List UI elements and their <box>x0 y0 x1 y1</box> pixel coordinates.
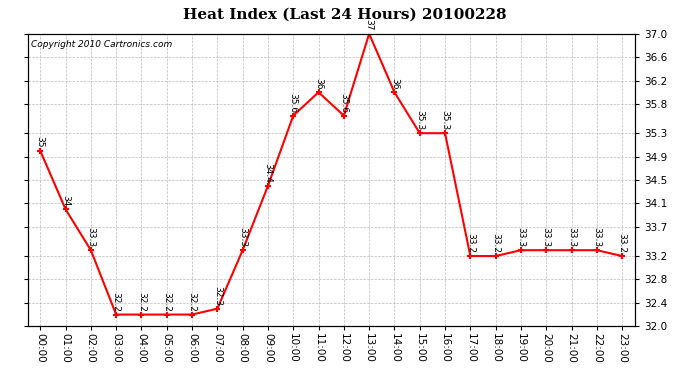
Text: 33.2: 33.2 <box>491 233 500 253</box>
Text: 33.2: 33.2 <box>466 233 475 253</box>
Text: 35: 35 <box>36 136 45 148</box>
Text: 34: 34 <box>61 195 70 207</box>
Text: 36: 36 <box>314 78 323 90</box>
Text: Copyright 2010 Cartronics.com: Copyright 2010 Cartronics.com <box>30 40 172 49</box>
Text: 33.3: 33.3 <box>86 227 95 248</box>
Text: 35.3: 35.3 <box>440 110 450 130</box>
Text: 33.3: 33.3 <box>516 227 526 248</box>
Text: 35.3: 35.3 <box>415 110 424 130</box>
Text: 33.3: 33.3 <box>567 227 576 248</box>
Text: 33.3: 33.3 <box>542 227 551 248</box>
Text: 32.2: 32.2 <box>112 292 121 312</box>
Text: 33.2: 33.2 <box>618 233 627 253</box>
Text: 35.6: 35.6 <box>288 93 298 113</box>
Text: 32.2: 32.2 <box>137 292 146 312</box>
Text: 37: 37 <box>364 20 374 31</box>
Text: 33.3: 33.3 <box>592 227 602 248</box>
Text: 32.2: 32.2 <box>188 292 197 312</box>
Text: 33.3: 33.3 <box>238 227 247 248</box>
Text: 32.2: 32.2 <box>162 292 171 312</box>
Text: Heat Index (Last 24 Hours) 20100228: Heat Index (Last 24 Hours) 20100228 <box>183 8 507 21</box>
Text: 36: 36 <box>390 78 399 90</box>
Text: 32.3: 32.3 <box>213 286 222 306</box>
Text: 34.4: 34.4 <box>264 163 273 183</box>
Text: 35.6: 35.6 <box>339 93 348 113</box>
